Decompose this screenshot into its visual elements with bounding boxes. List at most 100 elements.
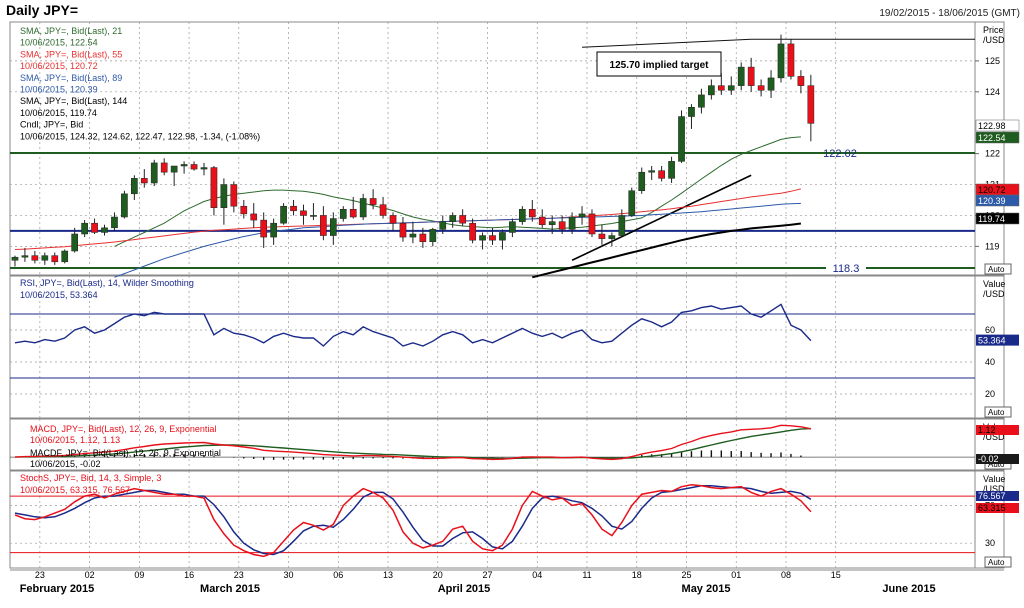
stoch-legend-value: 10/06/2015, 63.315, 76.567 (20, 485, 130, 495)
candle-body (399, 222, 407, 238)
candle-body (807, 85, 815, 124)
last-value-tag (976, 491, 1019, 501)
scale-mode-button[interactable] (984, 406, 1012, 418)
candle-body (737, 66, 745, 86)
last-value-tag (976, 503, 1019, 513)
axis-header: /USD (983, 35, 1005, 45)
legend-entry: 10/06/2015, 120.39 (20, 85, 98, 95)
axis-header: /USD (983, 484, 1005, 494)
last-value-tag (976, 334, 1019, 346)
target-annotation-box (596, 51, 722, 77)
last-value-label: 120.39 (978, 196, 1006, 206)
candle-body (717, 85, 725, 91)
macdf-legend: MACDF, JPY=, Bid(Last), 12, 26, 9, Expon… (30, 448, 221, 458)
legend-entry: SMA, JPY=, Bid(Last), 89 (20, 73, 122, 83)
candle-body (21, 255, 29, 258)
rsi-tick-label: 40 (985, 357, 995, 367)
scale-mode-button[interactable] (984, 556, 1012, 568)
scale-mode-label: Auto (988, 558, 1005, 567)
candle-body (499, 232, 506, 241)
rsi-tick-label: 60 (985, 325, 995, 335)
candle-body (608, 235, 616, 239)
scale-mode-label: Auto (988, 408, 1005, 417)
scale-mode-label: Auto (988, 460, 1005, 469)
last-value-label: 122.54 (978, 133, 1006, 143)
candle-body (429, 229, 437, 242)
sma-line (532, 222, 802, 279)
stoch-k-line (14, 484, 812, 558)
target-line (582, 38, 975, 48)
price-tick-label: 124 (985, 87, 1000, 97)
axis-header: Price (983, 25, 1004, 35)
candle-body (389, 215, 397, 224)
rsi-line (14, 303, 812, 347)
last-value-tag (975, 212, 1020, 225)
legend-entry: 10/06/2015, 122.54 (20, 38, 98, 48)
candle-body (747, 66, 755, 86)
chart-title: Daily JPY= (6, 2, 78, 18)
candle-body (250, 213, 258, 221)
macd-last-label: 1.12 (978, 425, 996, 435)
legend-entry: Cndl, JPY=, Bid (20, 120, 83, 130)
candle-body (578, 213, 586, 218)
month-label: March 2015 (200, 583, 260, 595)
candle-body (300, 210, 307, 216)
legend-entry: SMA, JPY=, Bid(Last), 21 (20, 26, 122, 36)
candle-body (648, 170, 656, 173)
candle-body (220, 184, 228, 208)
last-value-tag (976, 425, 1019, 435)
macd-legend-value: 10/06/2015, 1.12, 1.13 (30, 435, 120, 445)
candle-body (240, 205, 248, 215)
candle-body (777, 43, 785, 79)
candle-body (509, 221, 516, 233)
candle-body (280, 205, 287, 224)
candle-body (727, 85, 735, 91)
month-label: April 2015 (438, 583, 491, 595)
candle-body (449, 215, 457, 222)
date-tick-label: 01 (731, 570, 741, 580)
axis-header: Value (983, 474, 1005, 484)
stoch-last-label: 76.567 (978, 491, 1006, 501)
sma-line (114, 136, 801, 247)
candle-body (598, 233, 606, 239)
candle-body (708, 85, 715, 96)
panel-frame (9, 418, 1005, 471)
candle-body (200, 167, 208, 170)
candle-body (290, 205, 297, 212)
candle-body (568, 216, 576, 230)
candle-body (160, 162, 168, 173)
sma-line (114, 202, 801, 278)
candle-body (797, 76, 805, 86)
candle-body (409, 233, 417, 238)
date-tick-label: 04 (532, 570, 542, 580)
candle-body (538, 216, 546, 225)
level-label-bg (826, 261, 866, 274)
last-value-tag (975, 131, 1020, 144)
date-tick-label: 20 (433, 570, 443, 580)
date-tick-label: 30 (284, 570, 294, 580)
legend-entry: 10/06/2015, 120.72 (20, 61, 98, 71)
axis-header: /USD (983, 432, 1005, 442)
candle-body (469, 222, 476, 241)
candle-body (190, 164, 198, 170)
candle-body (131, 178, 138, 195)
candle-body (558, 221, 566, 230)
candle-body (757, 85, 765, 91)
scale-mode-button[interactable] (984, 263, 1012, 275)
candle-body (349, 209, 357, 218)
candle-body (628, 190, 636, 216)
candle-body (51, 255, 59, 263)
candle-body (180, 164, 188, 167)
candle-body (11, 256, 19, 261)
macd-line (14, 424, 812, 461)
candle-body (588, 213, 596, 235)
date-tick-label: 23 (234, 570, 244, 580)
date-tick-label: 27 (483, 570, 493, 580)
stoch-legend: StochS, JPY=, Bid, 14, 3, Simple, 3 (20, 473, 161, 483)
candle-body (638, 171, 646, 191)
rsi-legend-value: 10/06/2015, 53.364 (20, 290, 98, 300)
last-value-tag (976, 454, 1019, 464)
month-label: February 2015 (20, 583, 95, 595)
stoch-last-label: 63.315 (978, 503, 1006, 513)
